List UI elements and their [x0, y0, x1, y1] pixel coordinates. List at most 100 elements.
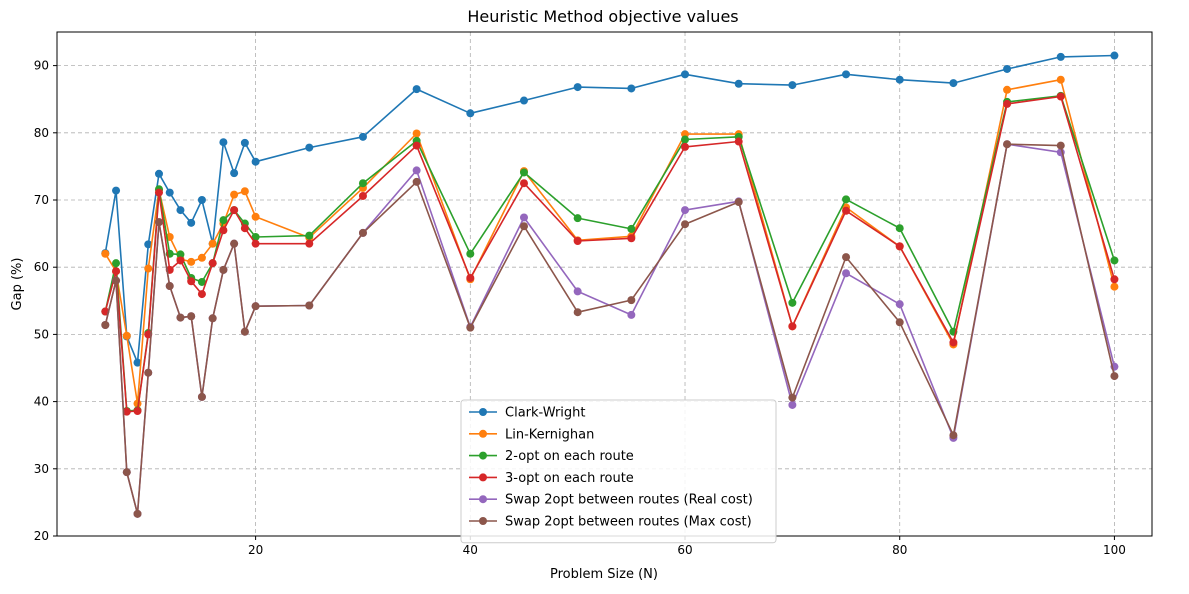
chart-title: Heuristic Method objective values — [467, 7, 738, 26]
data-point — [519, 168, 528, 177]
data-point — [240, 224, 249, 233]
legend-label: Clark-Wright — [505, 406, 586, 421]
data-point — [788, 298, 797, 307]
data-point — [251, 232, 260, 241]
data-point — [240, 187, 249, 196]
data-point — [122, 468, 131, 477]
legend: Clark-Wright Lin-Kernighan 2-opt on each r… — [460, 399, 777, 544]
x-tick-label: 20 — [248, 543, 263, 557]
x-tick-label: 100 — [1103, 543, 1126, 557]
data-point — [305, 231, 314, 240]
data-point — [1056, 52, 1065, 61]
data-point — [1110, 282, 1119, 291]
x-tick-label: 60 — [677, 543, 692, 557]
data-point — [788, 81, 797, 90]
data-point — [144, 240, 153, 249]
data-point — [208, 239, 217, 248]
data-point — [197, 392, 206, 401]
data-point — [219, 216, 228, 225]
data-point — [1056, 92, 1065, 101]
data-point — [176, 256, 185, 265]
data-point — [112, 186, 121, 195]
data-point — [208, 259, 217, 268]
data-point — [154, 218, 163, 227]
legend-marker — [479, 429, 487, 438]
data-point — [154, 188, 163, 197]
data-point — [681, 206, 690, 215]
data-point — [219, 138, 228, 147]
data-point — [187, 218, 196, 227]
y-tick-label: 30 — [34, 462, 49, 476]
series-layer — [101, 51, 1119, 518]
legend-item: 3-opt on each route — [469, 471, 634, 486]
legend-marker — [479, 473, 487, 482]
legend-item: Clark-Wright — [469, 406, 586, 421]
data-point — [842, 253, 851, 262]
data-point — [412, 85, 421, 94]
data-point — [519, 222, 528, 231]
data-point — [788, 400, 797, 409]
y-tick-label: 20 — [34, 529, 49, 543]
data-point — [842, 269, 851, 278]
y-tick-label: 40 — [34, 395, 49, 409]
data-point — [895, 224, 904, 233]
data-point — [573, 214, 582, 223]
data-point — [788, 322, 797, 331]
data-point — [1003, 85, 1012, 94]
data-point — [895, 300, 904, 309]
data-point — [144, 368, 153, 377]
data-point — [895, 75, 904, 84]
data-point — [240, 138, 249, 147]
legend-item: Swap 2opt between routes (Max cost) — [469, 515, 752, 530]
data-point — [176, 206, 185, 215]
data-point — [519, 179, 528, 188]
data-point — [627, 296, 636, 305]
data-point — [305, 143, 314, 152]
y-tick-label: 90 — [34, 59, 49, 73]
data-point — [627, 310, 636, 319]
data-point — [122, 331, 131, 340]
data-point — [251, 239, 260, 248]
data-point — [412, 129, 421, 138]
data-point — [734, 79, 743, 88]
data-point — [842, 70, 851, 79]
legend-label: Lin-Kernighan — [505, 427, 594, 442]
series-line — [104, 95, 1116, 413]
data-point — [358, 191, 367, 200]
legend-label: 3-opt on each route — [505, 471, 634, 486]
data-point — [949, 79, 958, 88]
data-point — [466, 249, 475, 258]
data-point — [1110, 256, 1119, 265]
axis-ticks: 20 40 60 80 100 20 30 40 50 60 70 80 90 — [34, 59, 1126, 557]
data-point — [627, 84, 636, 93]
legend-label: 2-opt on each route — [505, 449, 634, 464]
data-point — [305, 239, 314, 248]
data-point — [412, 166, 421, 175]
data-point — [573, 236, 582, 245]
data-point — [466, 273, 475, 282]
data-point — [187, 277, 196, 286]
data-point — [519, 96, 528, 105]
data-point — [197, 277, 206, 286]
data-point — [251, 302, 260, 311]
data-point — [197, 253, 206, 262]
data-point — [681, 220, 690, 229]
data-point — [681, 142, 690, 151]
data-point — [305, 301, 314, 310]
data-point — [122, 407, 131, 416]
legend-marker — [479, 408, 487, 416]
data-point — [734, 198, 743, 207]
data-point — [842, 195, 851, 204]
legend-label: Swap 2opt between routes (Real cost) — [505, 493, 753, 508]
data-point — [230, 239, 239, 248]
data-point — [1056, 75, 1065, 84]
legend-item: Lin-Kernighan — [469, 427, 594, 442]
data-point — [133, 407, 142, 416]
y-tick-label: 70 — [34, 193, 49, 207]
series-line — [104, 95, 1116, 412]
data-point — [1003, 64, 1012, 73]
data-point — [358, 132, 367, 141]
legend-box — [460, 399, 777, 544]
